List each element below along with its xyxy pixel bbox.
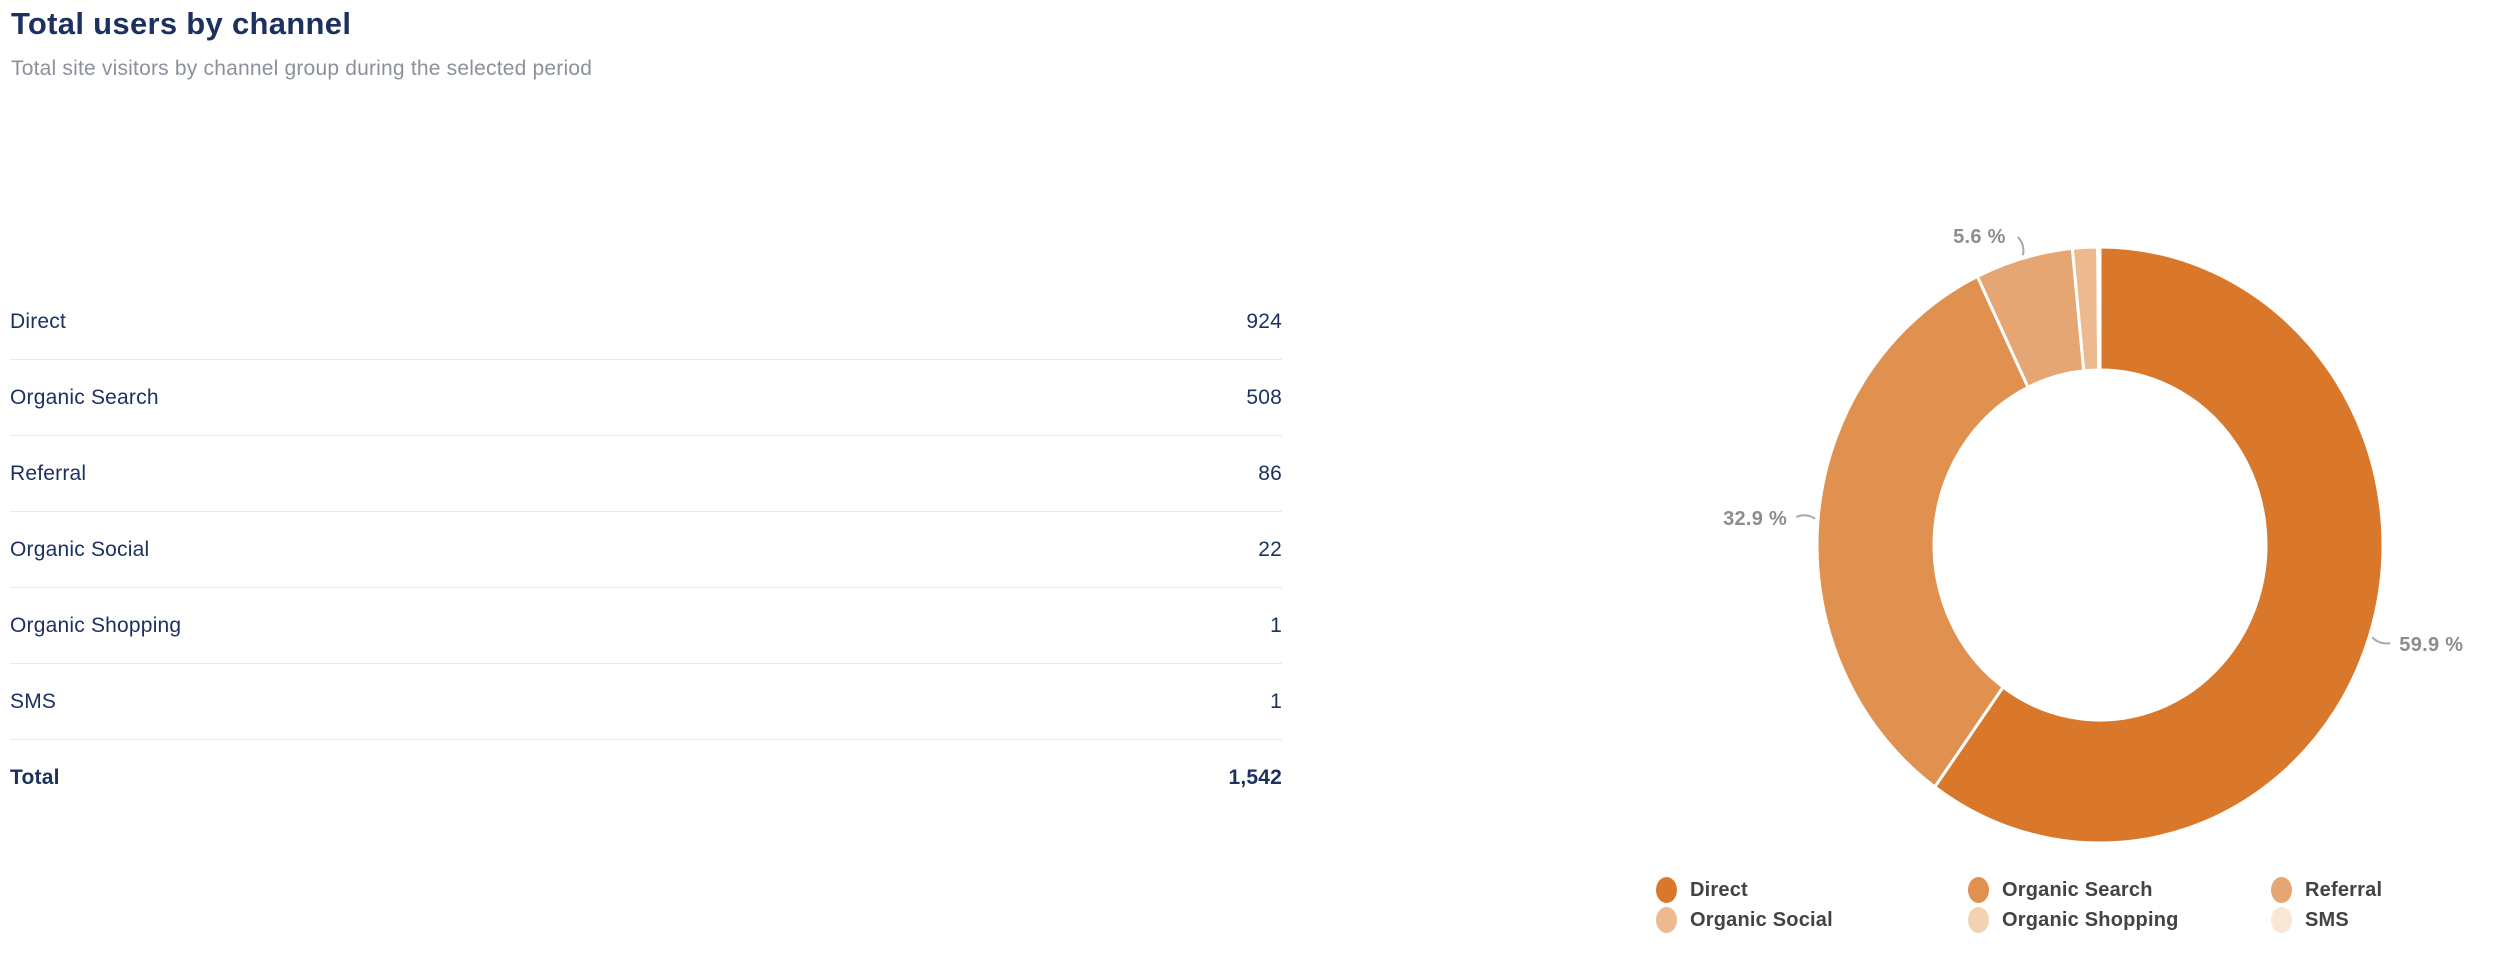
channel-value: 22: [1258, 537, 1282, 561]
total-value: 1,542: [1228, 766, 1282, 789]
channel-value: 1: [1270, 613, 1282, 637]
legend-label: Organic Social: [1690, 908, 1833, 931]
channel-value: 1: [1270, 689, 1282, 713]
legend-label: Referral: [2305, 878, 2383, 901]
table-row: Organic Shopping 1: [10, 588, 1282, 664]
channel-value: 86: [1258, 461, 1282, 485]
legend-swatch-icon: [1968, 907, 1989, 933]
label-leader-line: [2017, 236, 2025, 256]
channel-name: Organic Social: [10, 537, 150, 561]
table-row: Referral 86: [10, 436, 1282, 512]
legend-swatch-icon: [1968, 877, 1989, 903]
slice-percent-label: 5.6 %: [1953, 226, 2006, 248]
slice-percent-label: 32.9 %: [1723, 508, 1787, 530]
chart-legend: Direct Organic Search Referral Organic Soci…: [1656, 876, 2382, 934]
slice-percent-label: 59.9 %: [2399, 634, 2463, 656]
legend-label: Organic Shopping: [2002, 908, 2179, 931]
table-row: Organic Search 508: [10, 360, 1282, 436]
channel-name: SMS: [10, 689, 57, 713]
legend-item-direct[interactable]: Direct: [1656, 876, 1968, 904]
legend-swatch-icon: [2271, 877, 2292, 903]
legend-item-referral[interactable]: Referral: [2271, 876, 2382, 904]
channel-name: Organic Search: [10, 385, 159, 409]
legend-item-organic-search[interactable]: Organic Search: [1968, 876, 2271, 904]
legend-swatch-icon: [1656, 877, 1677, 903]
page-subtitle: Total site visitors by channel group dur…: [11, 57, 593, 80]
channel-name: Direct: [10, 309, 67, 333]
widget-header: Total users by channel Total site visito…: [11, 6, 592, 81]
channel-value: 924: [1246, 309, 1282, 333]
legend-swatch-icon: [1656, 907, 1677, 933]
page-title: Total users by channel: [11, 6, 352, 41]
channel-table: Direct 924 Organic Search 508 Referral 86 Orga…: [10, 284, 1282, 816]
donut-slice-direct[interactable]: [1933, 245, 2385, 845]
total-label: Total: [10, 766, 60, 789]
table-row: Organic Social 22: [10, 512, 1282, 588]
table-row: Direct 924: [10, 284, 1282, 360]
channel-name: Organic Shopping: [10, 613, 182, 637]
table-total-row: Total 1,542: [10, 740, 1282, 816]
legend-label: Direct: [1690, 878, 1748, 901]
legend-label: Organic Search: [2002, 878, 2153, 901]
label-leader-line: [2371, 636, 2391, 645]
legend-label: SMS: [2305, 908, 2349, 931]
legend-item-sms[interactable]: SMS: [2271, 906, 2382, 934]
table-row: SMS 1: [10, 664, 1282, 740]
channel-name: Referral: [10, 461, 87, 485]
donut-slice-organic-search[interactable]: [1815, 274, 2030, 789]
label-leader-line: [1795, 514, 1816, 520]
legend-item-organic-social[interactable]: Organic Social: [1656, 906, 1968, 934]
donut-slice-sms[interactable]: [2097, 245, 2102, 372]
legend-swatch-icon: [2271, 907, 2292, 933]
donut-chart: 59.9 % 32.9 % 5.6 %: [1723, 226, 2463, 845]
channel-value: 508: [1246, 385, 1282, 409]
legend-item-organic-shopping[interactable]: Organic Shopping: [1968, 906, 2271, 934]
